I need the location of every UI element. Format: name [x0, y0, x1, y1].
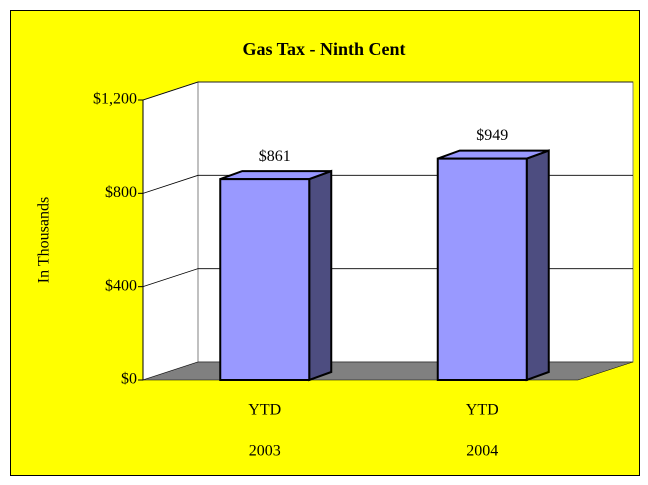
bar [219, 169, 333, 382]
bar-top [437, 149, 550, 160]
bar-side [308, 169, 333, 382]
grid-line [142, 81, 633, 101]
bar-front [436, 157, 528, 381]
floor [142, 361, 634, 381]
y-tick-label: $800 [105, 184, 137, 201]
y-tick-label: $0 [121, 371, 137, 388]
side-wall [142, 81, 199, 381]
bar-side [525, 149, 550, 382]
x-tick-label: YTD [248, 402, 281, 419]
bar-top [219, 170, 332, 181]
bar [436, 149, 550, 382]
y-axis-label: In Thousands [36, 197, 53, 283]
bar-front [219, 178, 311, 381]
y-tick-label: $400 [105, 277, 137, 294]
y-tick-label: $1,200 [93, 91, 137, 108]
chart-title: Gas Tax - Ninth Cent [242, 39, 405, 59]
value-label: $861 [259, 148, 291, 165]
x-tick-label: 2003 [249, 443, 281, 460]
x-tick-label: YTD [466, 402, 499, 419]
value-label: $949 [476, 127, 508, 144]
x-tick-label: 2004 [466, 443, 498, 460]
